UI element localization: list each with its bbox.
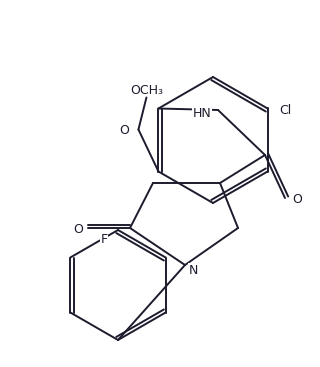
- Text: O: O: [119, 124, 129, 138]
- Text: HN: HN: [193, 107, 212, 120]
- Text: OCH₃: OCH₃: [130, 84, 163, 98]
- Text: O: O: [292, 193, 302, 206]
- Text: O: O: [73, 223, 83, 236]
- Text: N: N: [188, 264, 198, 277]
- Text: Cl: Cl: [279, 103, 292, 116]
- Text: F: F: [100, 233, 108, 246]
